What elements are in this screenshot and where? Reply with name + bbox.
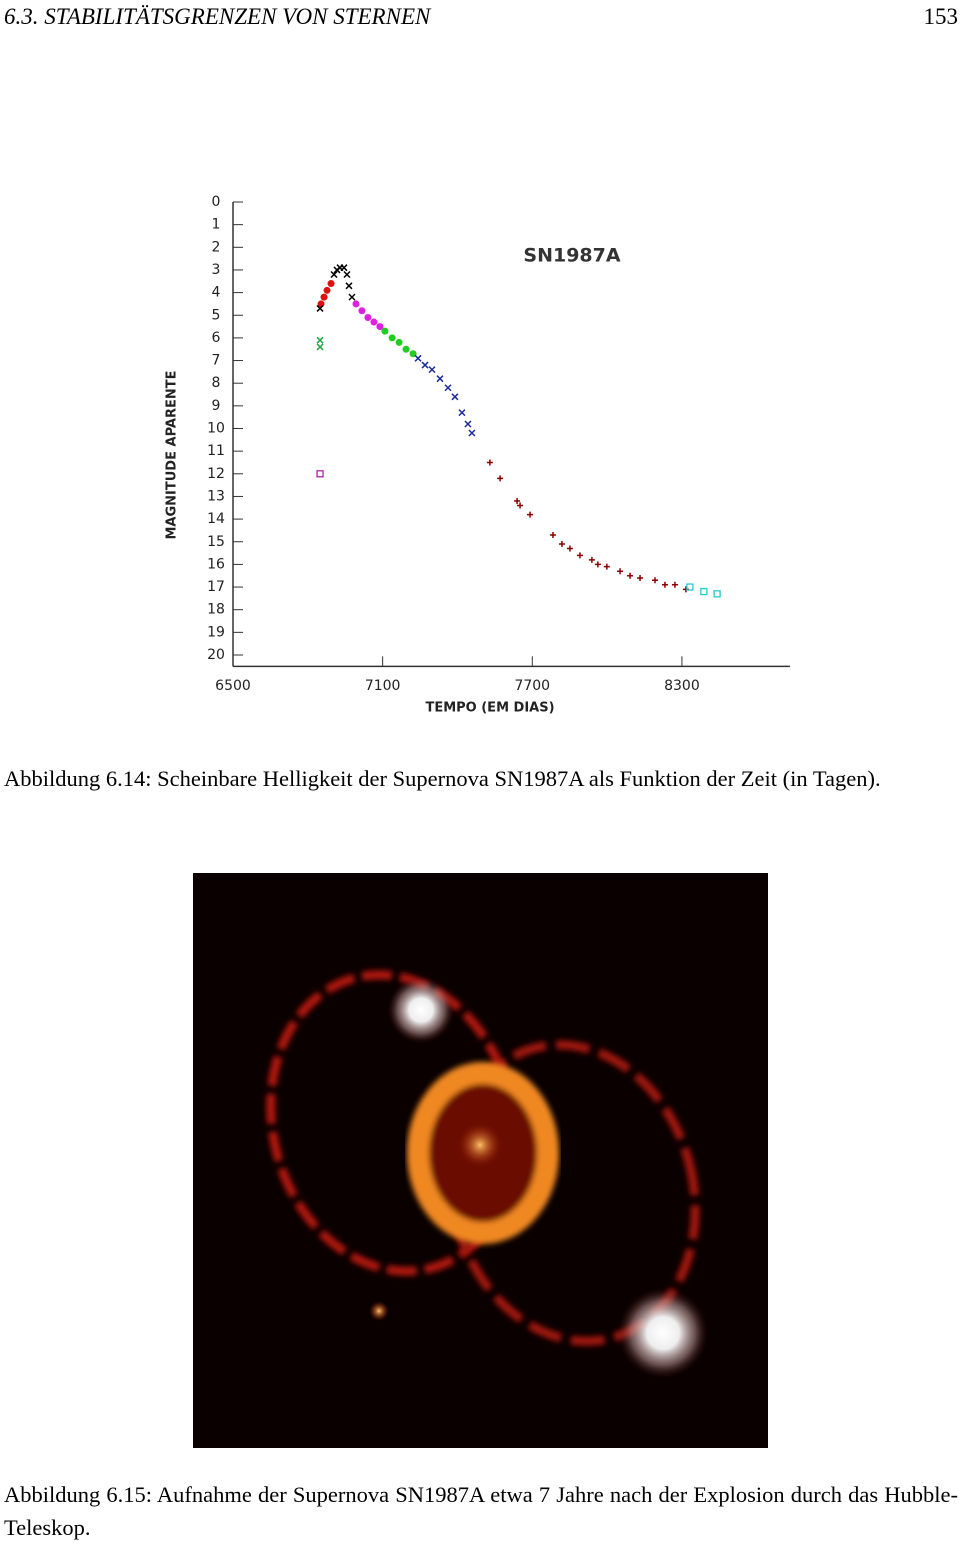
y-tick-label: 1 <box>212 217 221 233</box>
x-axis-title: TEMPO (EM DIAS) <box>425 701 554 716</box>
point <box>627 572 634 579</box>
point <box>345 282 353 290</box>
point <box>576 552 583 559</box>
point <box>651 577 658 584</box>
point <box>316 336 324 344</box>
point <box>414 354 422 362</box>
point <box>352 300 360 308</box>
point <box>381 327 389 335</box>
chart: SN1987A TEMPO (EM DIAS) MAGNITUDE APAREN… <box>165 194 790 716</box>
point <box>686 583 694 591</box>
point <box>617 568 624 575</box>
y-tick-label: 17 <box>207 579 225 595</box>
point <box>514 497 521 504</box>
point <box>316 470 324 478</box>
star <box>387 976 455 1044</box>
hubble-image <box>193 873 768 1448</box>
point <box>402 345 410 353</box>
point <box>330 270 338 279</box>
point <box>603 563 610 570</box>
point <box>558 541 565 548</box>
x-tick-label: 8300 <box>664 678 700 694</box>
point <box>588 556 595 563</box>
page-number: 153 <box>923 4 959 29</box>
point <box>409 350 417 358</box>
point <box>700 587 708 596</box>
caption: Abbildung 6.14: Scheinbare Helligkeit de… <box>4 766 881 791</box>
y-tick-label: 13 <box>207 488 225 504</box>
blob <box>369 1301 389 1321</box>
point <box>340 264 348 272</box>
point <box>364 314 372 322</box>
point <box>316 304 324 312</box>
y-tick-label: 18 <box>207 602 225 618</box>
point <box>320 293 328 301</box>
y-tick-label: 8 <box>212 375 221 391</box>
point <box>549 531 556 538</box>
point <box>348 293 356 301</box>
y-tick-label: 12 <box>207 466 225 482</box>
y-tick-label: 14 <box>207 511 225 527</box>
point <box>370 318 378 326</box>
y-tick-label: 2 <box>212 239 221 255</box>
point <box>486 459 493 466</box>
y-tick-label: 3 <box>212 262 221 278</box>
y-tick-label: 6 <box>212 330 221 346</box>
point <box>527 511 534 518</box>
y-tick-label: 16 <box>207 556 225 572</box>
point <box>428 366 436 374</box>
x-tick-label: 6500 <box>215 678 251 694</box>
point <box>395 338 403 346</box>
point <box>713 590 721 598</box>
point <box>566 545 573 552</box>
y-tick-label: 15 <box>207 534 225 550</box>
y-tick-label: 5 <box>212 307 221 323</box>
core <box>458 1123 502 1167</box>
point <box>451 393 459 401</box>
point <box>327 280 335 288</box>
x-tick-label: 7100 <box>365 678 401 694</box>
point <box>444 384 452 392</box>
y-tick-label: 20 <box>207 647 225 663</box>
point <box>682 586 689 593</box>
star <box>617 1287 709 1379</box>
point <box>343 270 351 279</box>
y-tick-label: 7 <box>212 353 221 369</box>
y-tick-label: 19 <box>207 624 225 640</box>
point <box>358 307 366 315</box>
point <box>316 343 324 351</box>
point <box>497 475 504 482</box>
y-tick-label: 4 <box>212 285 221 301</box>
point <box>464 420 472 428</box>
point <box>594 561 601 568</box>
point <box>376 323 384 331</box>
point <box>436 375 444 383</box>
x-tick-label: 7700 <box>514 678 550 694</box>
y-tick-label: 10 <box>207 421 225 437</box>
section-header: 6.3. STABILITÄTSGRENZEN VON STERNEN <box>4 4 431 29</box>
point <box>637 574 644 581</box>
point <box>388 334 396 342</box>
y-tick-label: 9 <box>212 398 221 414</box>
y-tick-label: 0 <box>212 194 221 210</box>
point <box>661 581 668 588</box>
y-axis-title: MAGNITUDE APARENTE <box>165 371 180 540</box>
caption: Abbildung 6.15: Aufnahme der Supernova S… <box>4 1482 958 1540</box>
point <box>421 361 429 369</box>
point <box>323 286 331 294</box>
point <box>517 502 524 509</box>
chart-title: SN1987A <box>523 245 620 267</box>
point <box>671 581 678 588</box>
y-tick-label: 11 <box>207 443 225 459</box>
point <box>468 429 476 437</box>
point <box>458 409 466 417</box>
